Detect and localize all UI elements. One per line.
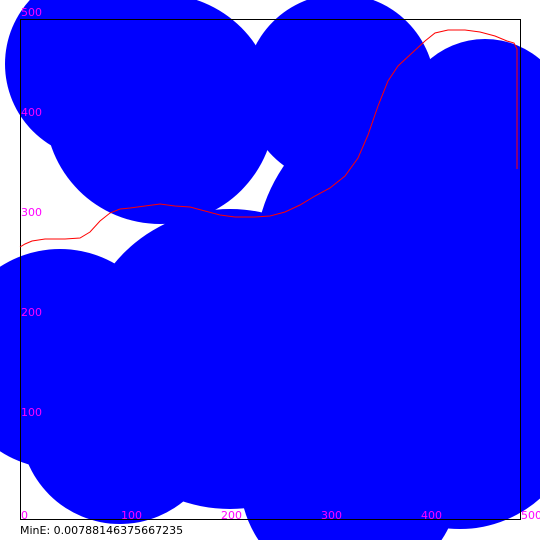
y-tick-label: 400 [21,106,42,119]
min-energy-status: MinE: 0.00788146375667235 [20,524,184,537]
plot-frame [20,19,521,520]
x-tick-label: 500 [521,509,540,522]
planned-path [19,29,518,248]
x-tick-label: 400 [421,509,442,522]
tick-labels: 0 100 200 300 400 500 100 200 300 400 500 [21,6,540,522]
x-tick-label: 100 [121,509,142,522]
x-tick-label: 300 [321,509,342,522]
x-tick-label: 200 [221,509,242,522]
obstacle-circle [20,324,220,524]
y-tick-label: 200 [21,306,42,319]
y-tick-label: 300 [21,206,42,219]
y-tick-label: 100 [21,406,42,419]
obstacle-circle [340,289,540,529]
x-tick-label: 0 [21,509,28,522]
y-tick-label: 500 [21,6,42,19]
obstacle-circle [45,0,275,224]
